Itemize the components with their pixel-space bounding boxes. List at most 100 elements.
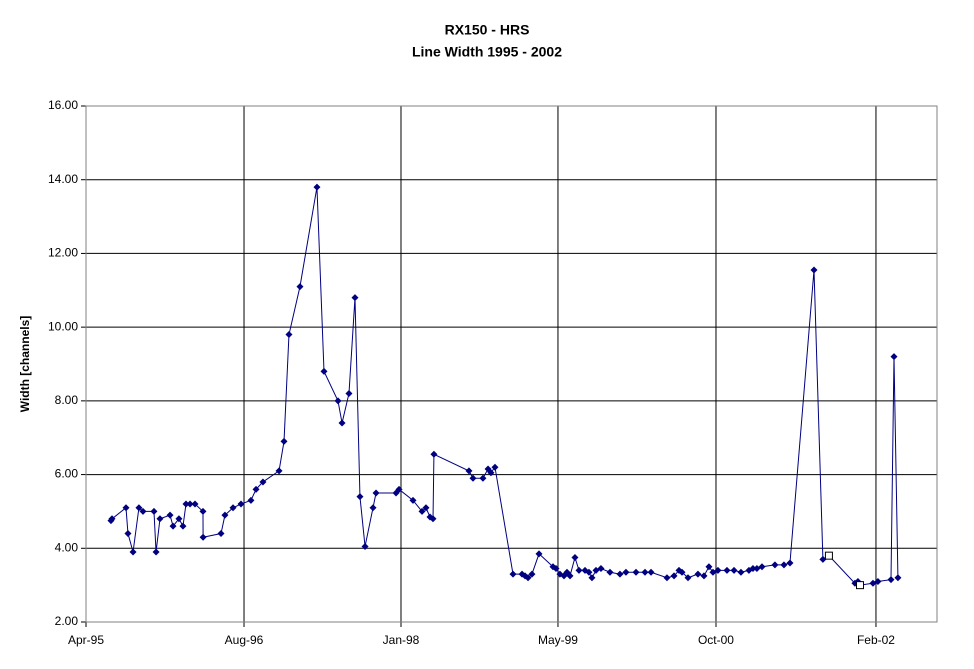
point bbox=[824, 551, 833, 560]
point bbox=[819, 555, 827, 563]
point bbox=[296, 283, 304, 291]
point bbox=[771, 561, 779, 569]
y-tick-label: 12.00 bbox=[48, 246, 78, 260]
point bbox=[186, 500, 194, 508]
point bbox=[409, 496, 417, 504]
point bbox=[714, 566, 722, 574]
point bbox=[786, 559, 794, 567]
x-tick-label: Aug-96 bbox=[225, 633, 264, 647]
point bbox=[487, 469, 495, 477]
point bbox=[606, 568, 614, 576]
point bbox=[887, 576, 895, 584]
chart-subtitle: Line Width 1995 - 2002 bbox=[412, 44, 562, 60]
point bbox=[135, 504, 143, 512]
x-tick-label: Jan-98 bbox=[383, 633, 420, 647]
point bbox=[465, 467, 473, 475]
point bbox=[684, 574, 692, 582]
point bbox=[156, 515, 164, 523]
y-tick-label: 6.00 bbox=[55, 467, 79, 481]
y-tick-label: 16.00 bbox=[48, 98, 78, 112]
point bbox=[175, 515, 183, 523]
point bbox=[632, 568, 640, 576]
point bbox=[670, 572, 678, 580]
point bbox=[237, 500, 245, 508]
point bbox=[280, 437, 288, 445]
point bbox=[641, 568, 649, 576]
point bbox=[535, 550, 543, 558]
point bbox=[139, 507, 147, 515]
point bbox=[874, 577, 882, 585]
point bbox=[705, 563, 713, 571]
point bbox=[182, 500, 190, 508]
point bbox=[575, 566, 583, 574]
point bbox=[588, 574, 596, 582]
point bbox=[647, 568, 655, 576]
point bbox=[395, 485, 403, 493]
point bbox=[700, 572, 708, 580]
point bbox=[524, 574, 532, 582]
y-tick-label: 8.00 bbox=[55, 393, 79, 407]
point bbox=[334, 397, 342, 405]
point bbox=[199, 507, 207, 515]
point bbox=[585, 568, 593, 576]
point bbox=[571, 554, 579, 561]
point bbox=[108, 515, 116, 523]
point bbox=[372, 489, 380, 497]
point bbox=[616, 570, 624, 578]
point bbox=[275, 467, 283, 475]
point bbox=[221, 511, 229, 519]
point bbox=[469, 474, 477, 482]
point bbox=[129, 548, 137, 556]
point bbox=[678, 568, 686, 576]
point bbox=[422, 504, 430, 512]
point bbox=[179, 522, 187, 530]
point bbox=[229, 504, 237, 512]
y-tick-label: 4.00 bbox=[55, 540, 79, 554]
point bbox=[166, 511, 174, 519]
y-tick-label: 14.00 bbox=[48, 172, 78, 186]
point bbox=[152, 548, 160, 556]
point bbox=[552, 565, 560, 573]
point bbox=[199, 533, 207, 541]
point bbox=[124, 530, 132, 538]
point bbox=[285, 331, 293, 339]
point bbox=[509, 570, 517, 578]
point bbox=[528, 570, 536, 578]
point bbox=[369, 504, 377, 512]
point bbox=[890, 353, 898, 361]
point bbox=[780, 561, 788, 569]
x-tick-label: Apr-95 bbox=[68, 633, 104, 647]
point bbox=[345, 389, 353, 397]
point bbox=[351, 294, 359, 302]
y-axis-label: Width [channels] bbox=[18, 316, 32, 413]
point bbox=[418, 507, 426, 515]
point bbox=[247, 496, 255, 504]
point bbox=[122, 504, 130, 512]
point bbox=[723, 566, 731, 574]
point bbox=[191, 500, 199, 508]
point bbox=[259, 478, 267, 486]
y-tick-label: 10.00 bbox=[48, 319, 78, 333]
x-tick-label: May-99 bbox=[538, 633, 578, 647]
point bbox=[622, 568, 630, 576]
point bbox=[663, 574, 671, 582]
point bbox=[694, 570, 702, 578]
point bbox=[856, 581, 865, 590]
point bbox=[252, 485, 260, 493]
point bbox=[730, 566, 738, 574]
point bbox=[737, 568, 745, 576]
point bbox=[169, 522, 177, 530]
point bbox=[430, 450, 438, 458]
point bbox=[758, 563, 766, 571]
point bbox=[217, 530, 225, 538]
point bbox=[150, 507, 158, 515]
x-tick-label: Feb-02 bbox=[857, 633, 895, 647]
point bbox=[313, 183, 321, 191]
point bbox=[810, 266, 818, 274]
point bbox=[894, 574, 902, 582]
y-tick-label: 2.00 bbox=[55, 614, 79, 628]
x-tick-label: Oct-00 bbox=[698, 633, 734, 647]
point bbox=[356, 493, 364, 501]
